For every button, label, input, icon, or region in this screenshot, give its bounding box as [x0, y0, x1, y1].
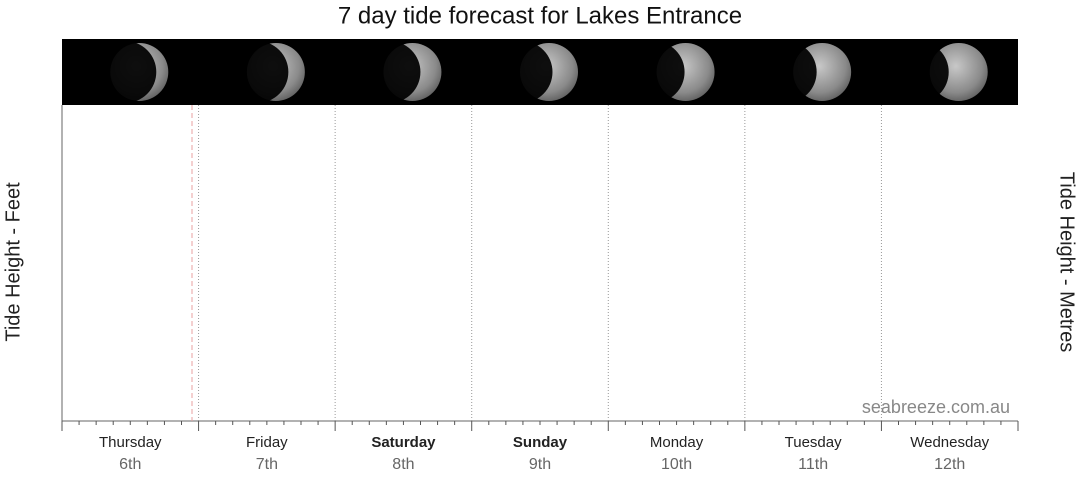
day-label: Friday [246, 434, 288, 451]
moon-shadow [94, 41, 157, 103]
y-axis-label: Tide Height - Feet [2, 182, 24, 342]
watermark: seabreeze.com.au [862, 397, 1010, 417]
moon-shadow [622, 41, 685, 103]
plot-area [62, 105, 1018, 421]
moon-shadow [490, 41, 553, 103]
day-label: Thursday [99, 434, 162, 451]
day-label: Monday [650, 434, 704, 451]
day-label: Saturday [371, 434, 436, 451]
day-label: Wednesday [910, 434, 989, 451]
moon-shadow [226, 41, 289, 103]
moon-shadow [358, 41, 421, 103]
date-label: 8th [392, 456, 414, 473]
moon-shadow [886, 41, 949, 103]
date-label: 9th [529, 456, 551, 473]
y2-axis-label: Tide Height - Metres [1056, 172, 1078, 352]
day-label: Sunday [513, 434, 568, 451]
date-label: 11th [798, 456, 828, 473]
chart-title: 7 day tide forecast for Lakes Entrance [338, 2, 742, 29]
moon-shadow [754, 41, 817, 103]
date-label: 10th [661, 456, 692, 473]
date-label: 12th [934, 456, 965, 473]
date-label: 7th [256, 456, 278, 473]
day-label: Tuesday [785, 434, 842, 451]
date-label: 6th [119, 456, 141, 473]
